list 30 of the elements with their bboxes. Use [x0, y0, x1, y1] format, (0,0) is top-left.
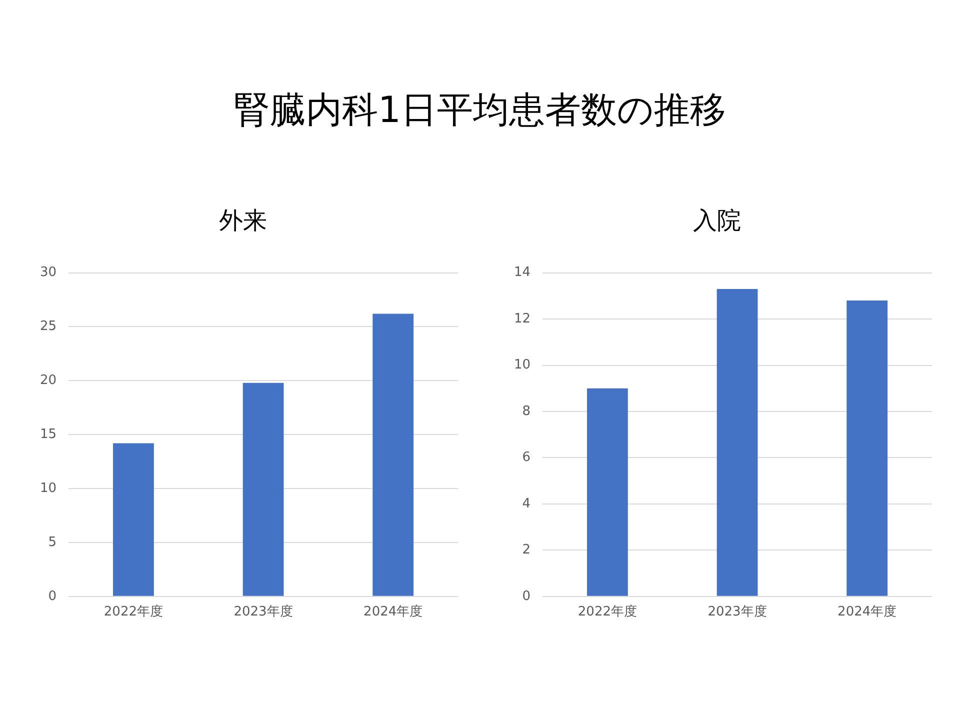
bar [716, 288, 758, 596]
bar [113, 443, 154, 596]
y-tick-label: 30 [40, 265, 57, 280]
y-tick-label: 12 [514, 311, 531, 326]
bar [587, 388, 628, 596]
y-tick-label: 5 [48, 534, 57, 550]
chart-title: 外来 [219, 206, 267, 235]
x-tick-label: 2023年度 [708, 604, 767, 620]
y-tick-label: 8 [522, 404, 531, 419]
y-tick-label: 25 [40, 319, 57, 334]
bar [242, 382, 284, 596]
text: 腎臓内科1日平均患者数の推移 [233, 89, 727, 133]
y-tick-label: 2 [522, 542, 531, 558]
x-tick-label: 2024年度 [364, 604, 423, 620]
y-tick-label: 14 [514, 265, 531, 280]
y-tick-label: 4 [522, 496, 531, 512]
x-tick-label: 2022年度 [104, 604, 163, 620]
chart-title: 入院 [693, 206, 741, 235]
x-tick-label: 2023年度 [234, 604, 293, 620]
bar [846, 300, 888, 596]
y-tick-label: 0 [48, 588, 57, 604]
y-tick-label: 10 [40, 480, 57, 496]
x-tick-label: 2024年度 [838, 604, 897, 620]
bar [372, 314, 414, 596]
y-tick-label: 10 [514, 358, 531, 373]
y-tick-label: 20 [40, 373, 57, 388]
y-tick-label: 6 [522, 450, 531, 466]
y-tick-label: 15 [40, 426, 57, 442]
x-tick-label: 2022年度 [578, 604, 637, 620]
y-tick-label: 0 [522, 588, 531, 604]
